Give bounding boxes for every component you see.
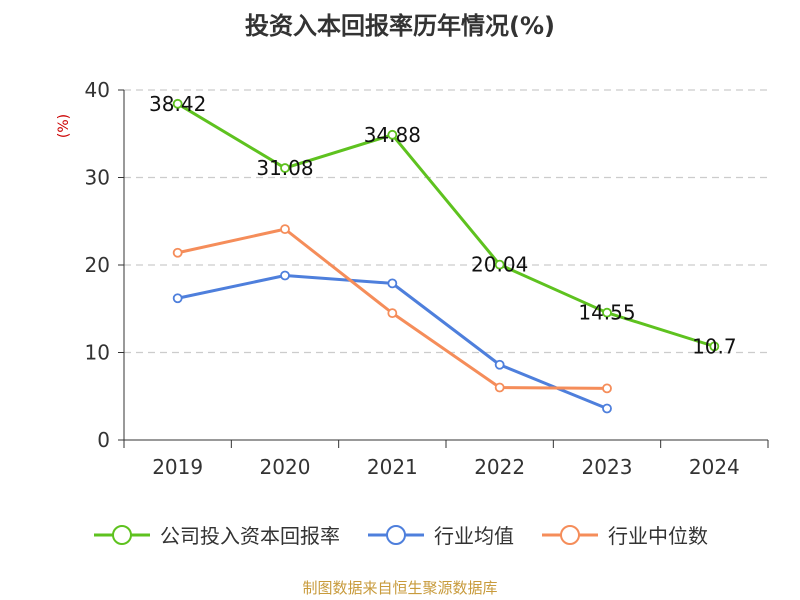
- y-tick-label: 10: [85, 341, 110, 365]
- data-point: [709, 341, 720, 352]
- data-point: [280, 270, 290, 281]
- line-chart: 0 10 20 30 40 2019 2020 2021 2022 2023 2024 (%) 38.…: [56, 78, 769, 479]
- legend-marker-icon: [368, 524, 424, 545]
- x-tick-label: 2021: [367, 455, 418, 479]
- y-tick-label: 40: [85, 78, 110, 102]
- source-note: 制图数据来自恒生聚源数据库: [302, 579, 498, 597]
- data-point: [494, 382, 505, 393]
- data-label: 31.08: [256, 156, 313, 180]
- legend-marker-icon: [542, 524, 598, 545]
- data-point: [602, 403, 612, 414]
- data-label: 10.7: [692, 334, 737, 358]
- x-tick-label: 2022: [474, 455, 525, 479]
- data-label: 38.42: [149, 92, 206, 116]
- legend-circle: [386, 524, 406, 545]
- y-axis-label: (%): [56, 114, 72, 138]
- legend-marker-icon: [94, 524, 150, 545]
- y-tick-label: 30: [85, 166, 110, 190]
- legend: 公司投入资本回报率 行业均值 行业中位数: [0, 520, 800, 549]
- axes: 0 10 20 30 40 2019 2020 2021 2022 2023 2024 (%): [56, 78, 769, 479]
- data-point: [602, 307, 612, 318]
- data-point: [172, 247, 183, 258]
- data-point: [172, 98, 183, 109]
- data-point: [387, 278, 398, 289]
- data-point: [387, 308, 398, 319]
- legend-item[interactable]: 行业中位数: [540, 520, 708, 549]
- x-tick-label: 2019: [152, 455, 203, 479]
- legend-item[interactable]: 行业均值: [366, 520, 514, 549]
- data-point: [602, 383, 612, 394]
- data-point: [494, 259, 505, 270]
- data-point: [172, 293, 183, 304]
- data-labels: 38.42 31.08 34.88 20.04 14.55 10.7: [149, 92, 737, 359]
- x-tick-label: 2024: [689, 455, 740, 479]
- x-tick-label: 2023: [582, 455, 633, 479]
- legend-item[interactable]: 公司投入资本回报率: [92, 520, 340, 549]
- data-point: [494, 359, 505, 370]
- data-point: [387, 129, 398, 140]
- data-label: 34.88: [364, 123, 421, 147]
- series-lines: [172, 98, 720, 414]
- legend-label: 公司投入资本回报率: [160, 524, 340, 548]
- legend-label: 行业中位数: [608, 524, 708, 548]
- legend-circle: [112, 524, 132, 545]
- legend-circle: [560, 524, 580, 545]
- data-label: 14.55: [578, 301, 635, 325]
- y-tick-label: 0: [97, 428, 110, 452]
- x-tick-label: 2020: [260, 455, 311, 479]
- data-point: [280, 163, 290, 173]
- legend-label: 行业均值: [434, 524, 514, 548]
- y-tick-label: 20: [85, 253, 110, 277]
- data-point: [280, 224, 290, 235]
- chart-title: 投资入本回报率历年情况(%): [245, 12, 555, 40]
- series-line: [176, 102, 715, 348]
- data-label: 20.04: [471, 253, 528, 277]
